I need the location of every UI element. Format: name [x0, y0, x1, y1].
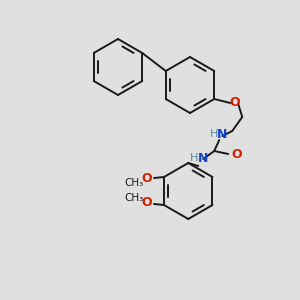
- Text: O: O: [142, 196, 152, 209]
- Text: H: H: [190, 153, 198, 163]
- Text: O: O: [142, 172, 152, 185]
- Text: O: O: [229, 97, 240, 110]
- Text: CH₃: CH₃: [124, 193, 144, 203]
- Text: O: O: [231, 148, 242, 161]
- Text: N: N: [198, 152, 208, 164]
- Text: N: N: [217, 128, 227, 140]
- Text: CH₃: CH₃: [124, 178, 144, 188]
- Text: H: H: [210, 129, 218, 139]
